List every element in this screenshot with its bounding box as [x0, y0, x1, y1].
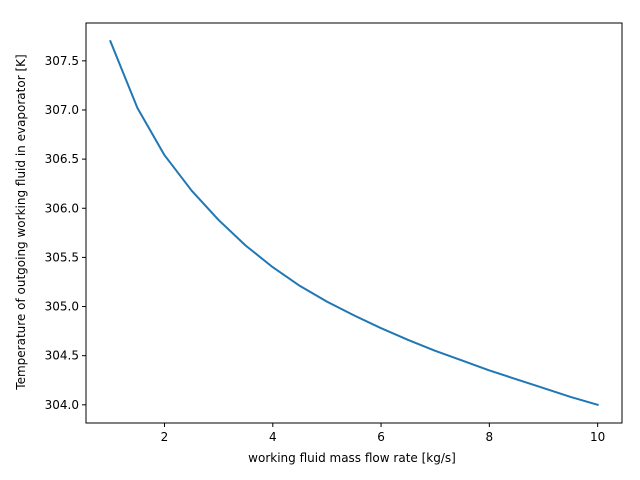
series-line-0 — [109, 39, 599, 407]
y-tick-label: 305.5 — [45, 250, 79, 264]
y-tick-label: 307.0 — [45, 103, 79, 117]
axes: 2 4 6 8 10 304.0 304.5 305.0 305.5 306.0 306.5 307.… — [45, 22, 623, 444]
x-tick-label: 6 — [377, 430, 385, 444]
plot-area — [109, 39, 599, 407]
y-tick-label: 304.0 — [45, 398, 79, 412]
y-tick-label: 305.0 — [45, 300, 79, 314]
x-axis-label: working fluid mass flow rate [kg/s] — [248, 451, 456, 465]
y-tick-label: 306.0 — [45, 201, 79, 215]
y-tick-label: 304.5 — [45, 349, 79, 363]
y-tick-label: 306.5 — [45, 152, 79, 166]
x-tick-label: 10 — [590, 430, 605, 444]
x-tick-label: 8 — [486, 430, 494, 444]
x-tick-label: 4 — [269, 430, 277, 444]
y-tick-label: 307.5 — [45, 54, 79, 68]
y-axis-label: Temperature of outgoing working fluid in… — [14, 54, 28, 390]
axes-frame — [85, 22, 623, 424]
x-tick-label: 2 — [161, 430, 169, 444]
